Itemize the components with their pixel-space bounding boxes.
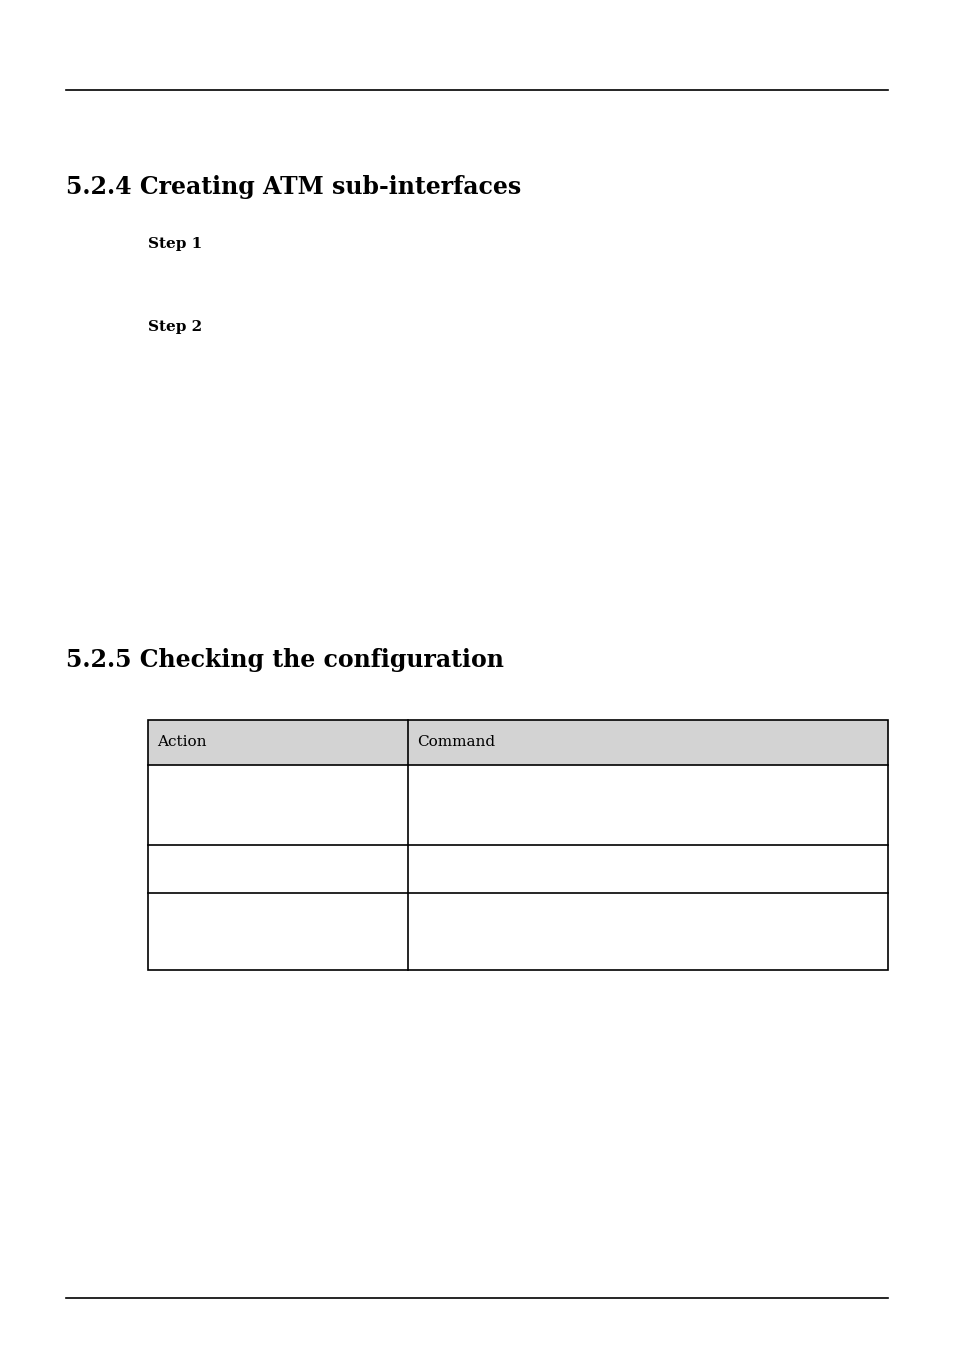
Bar: [148, 720, 887, 971]
Bar: [148, 720, 887, 765]
Text: 5.2.5 Checking the configuration: 5.2.5 Checking the configuration: [66, 648, 503, 672]
Text: Action: Action: [157, 736, 207, 749]
Text: Command: Command: [417, 736, 496, 749]
Text: Step 2: Step 2: [148, 320, 202, 333]
Text: Step 1: Step 1: [148, 238, 202, 251]
Text: 5.2.4 Creating ATM sub-interfaces: 5.2.4 Creating ATM sub-interfaces: [66, 176, 520, 198]
